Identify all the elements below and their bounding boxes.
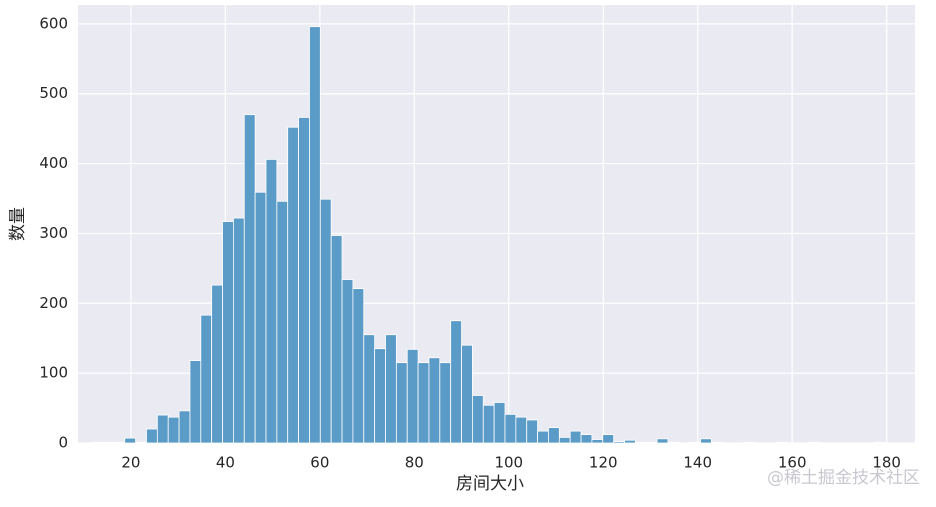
bar: [211, 284, 223, 444]
bar: [352, 288, 365, 444]
bar: [146, 428, 158, 444]
bar: [363, 334, 376, 444]
bar: [276, 200, 289, 444]
y-tick-label: 100: [39, 364, 68, 382]
bar: [428, 357, 441, 444]
bar: [167, 416, 180, 444]
watermark: @稀土掘金技术社区: [767, 468, 920, 488]
bar: [537, 430, 549, 444]
bar: [689, 441, 701, 444]
bar: [450, 320, 462, 444]
bar: [385, 334, 397, 444]
bar: [439, 362, 452, 444]
bar: [873, 441, 886, 444]
bar: [656, 438, 669, 444]
bar: [548, 427, 560, 444]
bar: [472, 395, 484, 444]
x-axis-label: 房间大小: [456, 474, 524, 494]
bar: [776, 441, 788, 444]
bar: [580, 434, 593, 444]
y-tick-label: 600: [39, 14, 68, 32]
y-axis-label: 数量: [8, 207, 28, 241]
bar: [602, 434, 615, 444]
bar: [743, 441, 756, 444]
bar: [624, 439, 636, 444]
bar: [309, 26, 321, 444]
y-tick-label: 400: [39, 154, 68, 172]
y-tick-label: 200: [39, 294, 68, 312]
bar: [102, 441, 115, 444]
bar: [189, 360, 202, 444]
bar: [374, 348, 386, 444]
x-tick-label: 100: [494, 454, 523, 472]
bar: [634, 441, 647, 444]
x-tick-label: 160: [778, 454, 807, 472]
bar: [645, 441, 658, 444]
bar: [287, 126, 299, 444]
bar: [319, 198, 332, 444]
y-tick-label: 0: [58, 434, 68, 452]
bar: [178, 410, 191, 444]
bar: [200, 314, 213, 444]
y-tick-label: 500: [39, 84, 68, 102]
bar: [113, 441, 126, 444]
bar: [515, 416, 528, 444]
bar: [254, 191, 267, 444]
bar: [243, 114, 256, 444]
bar: [808, 441, 821, 444]
bar: [341, 279, 354, 444]
bar: [417, 362, 430, 444]
bar: [613, 441, 625, 444]
bar: [667, 441, 680, 444]
bar: [135, 441, 147, 444]
bar: [406, 348, 419, 444]
bar: [482, 404, 495, 444]
x-tick-label: 80: [405, 454, 424, 472]
bar: [700, 438, 712, 444]
x-tick-label: 120: [589, 454, 618, 472]
x-tick-label: 40: [216, 454, 235, 472]
bar: [461, 344, 473, 444]
bar: [558, 437, 571, 444]
bar: [265, 158, 278, 444]
bar: [330, 235, 343, 444]
bar: [504, 413, 517, 444]
bar: [591, 439, 604, 444]
bar: [222, 221, 234, 444]
bar: [493, 402, 506, 444]
bar: [91, 441, 104, 444]
x-tick-label: 60: [310, 454, 329, 472]
x-tick-label: 140: [683, 454, 712, 472]
bar: [156, 414, 169, 444]
x-tick-label: 180: [872, 454, 901, 472]
x-tick-label: 20: [121, 454, 140, 472]
bar: [569, 430, 582, 444]
bar: [395, 362, 408, 444]
bar: [124, 437, 137, 444]
bar: [233, 217, 245, 444]
bar: [526, 419, 538, 444]
bar: [298, 117, 310, 444]
bar: [711, 441, 723, 444]
y-tick-label: 300: [39, 224, 68, 242]
